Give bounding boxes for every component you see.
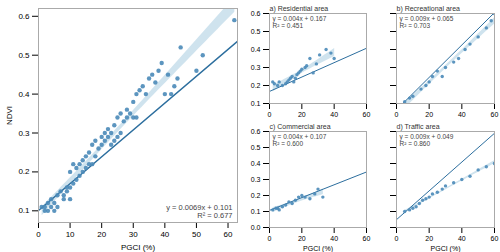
- svg-text:0.2: 0.2: [18, 167, 30, 176]
- svg-text:20: 20: [425, 235, 433, 242]
- svg-text:0.2: 0.2: [251, 192, 261, 199]
- svg-text:0.2: 0.2: [251, 82, 261, 89]
- svg-text:b) Recreational area: b) Recreational area: [397, 5, 461, 13]
- svg-text:0.6: 0.6: [251, 128, 261, 135]
- svg-text:0.4: 0.4: [18, 90, 30, 99]
- svg-text:50: 50: [192, 230, 201, 239]
- svg-text:20: 20: [97, 230, 106, 239]
- svg-text:y = 0.004x + 0.107R² = 0.600: y = 0.004x + 0.107R² = 0.600: [273, 133, 327, 147]
- svg-text:40: 40: [330, 235, 338, 242]
- svg-text:y = 0.004x + 0.167R² = 0.451: y = 0.004x + 0.167R² = 0.451: [273, 15, 327, 29]
- svg-text:60: 60: [224, 230, 233, 239]
- svg-text:y = 0.009x + 0.065R² = 0.703: y = 0.009x + 0.065R² = 0.703: [400, 15, 454, 29]
- svg-text:0.5: 0.5: [251, 144, 261, 151]
- svg-text:a) Residential area: a) Residential area: [270, 5, 329, 13]
- svg-text:60: 60: [363, 235, 371, 242]
- svg-text:0.3: 0.3: [251, 64, 261, 71]
- svg-text:0.6: 0.6: [18, 12, 30, 21]
- svg-text:PGCI (%): PGCI (%): [431, 245, 461, 252]
- svg-text:PGCI (%): PGCI (%): [121, 243, 156, 252]
- svg-text:0.1: 0.1: [251, 100, 261, 107]
- svg-text:30: 30: [129, 230, 138, 239]
- svg-text:y = 0.009x + 0.049R² = 0.860: y = 0.009x + 0.049R² = 0.860: [400, 133, 454, 147]
- svg-text:0.0: 0.0: [251, 224, 261, 231]
- svg-text:0.1: 0.1: [18, 206, 30, 215]
- svg-text:0.5: 0.5: [18, 51, 30, 60]
- svg-text:PGCI (%): PGCI (%): [303, 245, 333, 252]
- svg-text:0.4: 0.4: [251, 160, 261, 167]
- svg-text:0.3: 0.3: [18, 129, 30, 138]
- svg-text:40: 40: [458, 235, 466, 242]
- svg-text:60: 60: [491, 235, 499, 242]
- svg-text:20: 20: [298, 235, 306, 242]
- svg-text:0.5: 0.5: [251, 28, 261, 35]
- svg-text:NDVI: NDVI: [5, 106, 14, 125]
- svg-text:0.3: 0.3: [251, 176, 261, 183]
- svg-text:40: 40: [160, 230, 169, 239]
- svg-text:0: 0: [36, 230, 41, 239]
- svg-text:y = 0.0069x + 0.101R² = 0.677: y = 0.0069x + 0.101R² = 0.677: [166, 203, 232, 220]
- svg-text:0.6: 0.6: [251, 10, 261, 17]
- svg-text:c) Commercial area: c) Commercial area: [270, 123, 331, 131]
- svg-text:0.4: 0.4: [251, 46, 261, 53]
- svg-text:0: 0: [395, 235, 399, 242]
- svg-text:d) Traffic area: d) Traffic area: [397, 123, 440, 131]
- svg-text:0.1: 0.1: [251, 208, 261, 215]
- svg-text:10: 10: [66, 230, 75, 239]
- svg-text:0: 0: [268, 235, 272, 242]
